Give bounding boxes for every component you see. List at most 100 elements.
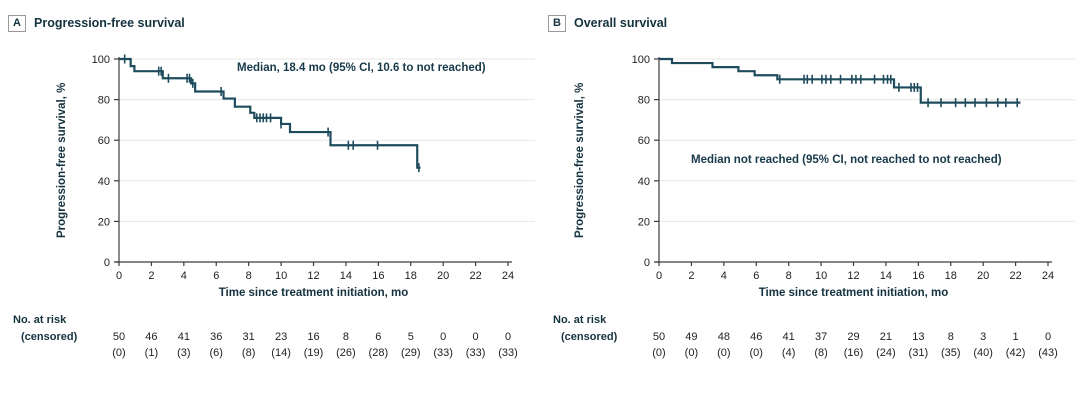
svg-text:22: 22 (1009, 270, 1021, 282)
risk-value: (3) (177, 347, 191, 359)
risk-value: 16 (307, 331, 320, 343)
risk-value: 49 (685, 331, 698, 343)
axes (114, 57, 512, 266)
risk-value: (6) (209, 347, 223, 359)
svg-text:6: 6 (213, 270, 219, 282)
risk-value: 31 (242, 331, 255, 343)
risk-value: 21 (879, 331, 893, 343)
risk-value: 50 (652, 331, 666, 343)
risk-value: 8 (947, 331, 954, 343)
risk-value: 46 (750, 331, 763, 343)
svg-text:16: 16 (912, 270, 924, 282)
censor-marks (123, 54, 420, 173)
risk-value: 48 (717, 331, 730, 343)
risk-value: (31) (908, 347, 929, 359)
km-curve (119, 57, 421, 169)
risk-value: (1) (144, 347, 159, 359)
risk-value: (42) (1005, 347, 1026, 359)
risk-value: 0 (472, 331, 479, 343)
svg-text:10: 10 (275, 270, 287, 282)
risk-value: (33) (433, 347, 453, 359)
risk-value: 0 (440, 331, 447, 343)
risk-value: (8) (241, 347, 256, 359)
svg-text:22: 22 (469, 270, 481, 282)
y-tick-labels: 0 20 40 60 80 100 (632, 54, 650, 269)
svg-text:18: 18 (405, 270, 417, 282)
risk-value: 6 (375, 331, 382, 343)
risk-value: 29 (847, 331, 860, 343)
km-curve (659, 57, 1021, 104)
censored-row: (0) (1) (3) (6) (8) (14) (19) (26) (28) (29) (33) (… (0, 347, 540, 361)
risk-value: 46 (145, 331, 158, 343)
svg-text:0: 0 (656, 270, 662, 282)
axes (654, 57, 1052, 266)
risk-value: (19) (303, 347, 324, 359)
svg-text:20: 20 (638, 216, 650, 228)
svg-text:10: 10 (815, 270, 827, 282)
risk-value: 3 (980, 331, 987, 343)
svg-text:14: 14 (340, 270, 352, 282)
risk-value: 0 (1044, 331, 1052, 343)
svg-text:40: 40 (98, 176, 110, 188)
gridlines (119, 58, 535, 222)
svg-text:12: 12 (847, 270, 859, 282)
panel-header: B Overall survival (548, 14, 667, 32)
x-tick-labels: 0 2 4 6 8 10 12 14 16 18 20 22 24 (116, 270, 514, 282)
svg-text:24: 24 (502, 270, 514, 282)
svg-text:0: 0 (644, 257, 650, 269)
svg-text:2: 2 (148, 270, 154, 282)
svg-text:80: 80 (638, 95, 650, 107)
risk-value: (0) (652, 347, 666, 359)
panel-label-badge: B (548, 14, 566, 32)
risk-value: (35) (940, 347, 961, 359)
svg-text:12: 12 (307, 270, 319, 282)
risk-table-subheader: (censored) (561, 331, 618, 343)
svg-text:20: 20 (98, 216, 110, 228)
svg-text:20: 20 (977, 270, 989, 282)
risk-value: (0) (684, 347, 699, 359)
panel-header: A Progression-free survival (8, 14, 185, 32)
risk-value: (29) (400, 347, 421, 359)
risk-value: 1 (1012, 331, 1019, 343)
risk-value: (8) (814, 347, 828, 359)
risk-value: (16) (843, 347, 864, 359)
x-tick-labels: 0 2 4 6 8 10 12 14 16 18 20 22 24 (656, 270, 1054, 282)
risk-value: 37 (814, 331, 828, 343)
risk-value: 41 (782, 331, 795, 343)
risk-value: (4) (781, 347, 796, 359)
svg-text:6: 6 (753, 270, 759, 282)
risk-table-header: No. at risk (13, 314, 67, 326)
risk-value: (28) (368, 347, 389, 359)
at-risk-row: 50 46 41 36 31 23 16 8 6 5 0 0 0 (0, 331, 540, 345)
risk-value: (0) (749, 347, 763, 359)
x-axis-label: Time since treatment initiation, mo (758, 287, 949, 299)
panel-overall-survival: B Overall survival 0 20 40 60 80 100 0 2 4 6 8 10 12… (540, 0, 1080, 400)
risk-value: 8 (342, 331, 349, 343)
y-axis-label: Progression-free survival, % (574, 82, 586, 239)
median-annotation: Median, 18.4 mo (95% CI, 10.6 to not rea… (237, 62, 486, 74)
svg-text:18: 18 (945, 270, 957, 282)
risk-value: 36 (210, 331, 223, 343)
risk-table-subheader: (censored) (21, 331, 78, 343)
risk-value: (40) (973, 347, 993, 359)
risk-value: 0 (504, 331, 512, 343)
x-axis-label: Time since treatment initiation, mo (218, 287, 409, 299)
svg-text:24: 24 (1042, 270, 1054, 282)
svg-text:0: 0 (104, 257, 110, 269)
panel-title: Progression-free survival (34, 16, 185, 30)
panel-title: Overall survival (574, 16, 668, 30)
at-risk-row: 50 49 48 46 41 37 29 21 13 8 3 1 0 (540, 331, 1080, 345)
svg-text:20: 20 (437, 270, 449, 282)
risk-value: 50 (112, 331, 126, 343)
svg-text:4: 4 (721, 270, 727, 282)
svg-text:60: 60 (638, 135, 650, 147)
risk-value: (43) (1038, 347, 1058, 359)
svg-text:16: 16 (372, 270, 384, 282)
risk-value: 23 (274, 331, 288, 343)
svg-text:0: 0 (116, 270, 122, 282)
y-axis-label: Progression-free survival, % (56, 82, 68, 239)
svg-text:40: 40 (638, 176, 650, 188)
panel-label-badge: A (8, 14, 26, 32)
risk-value: (24) (876, 347, 896, 359)
